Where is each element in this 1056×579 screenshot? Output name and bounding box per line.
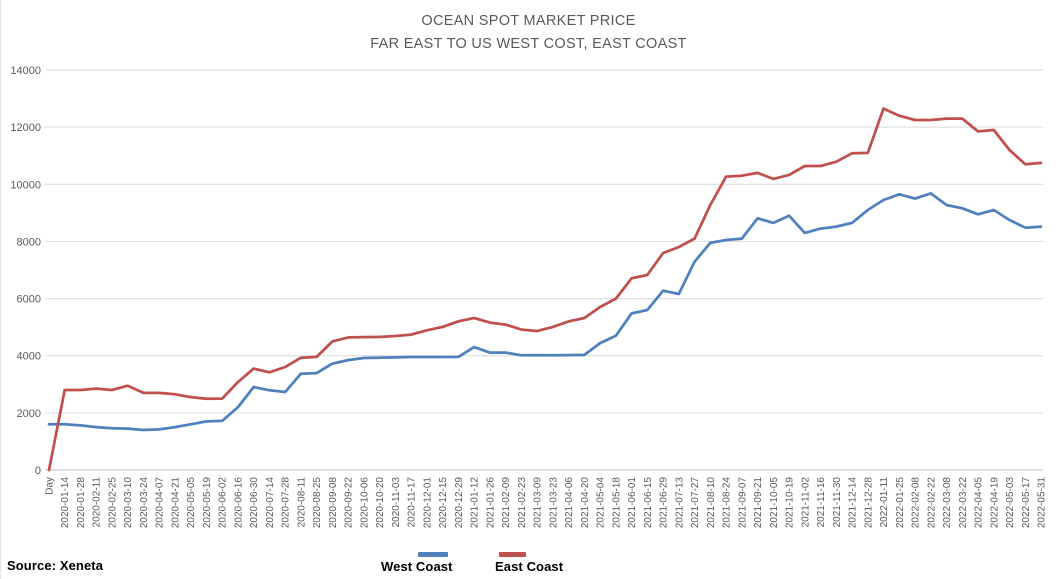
x-axis-label: 2020-01-14 [60, 477, 71, 529]
x-axis-label: 2020-08-25 [312, 477, 323, 529]
x-axis-label: 2021-06-01 [627, 477, 638, 529]
x-axis-label: 2020-01-28 [76, 477, 87, 529]
x-axis-label: 2022-04-19 [989, 477, 1000, 529]
y-axis-label: 14000 [10, 65, 41, 77]
x-axis-label: 2020-12-15 [438, 477, 449, 529]
x-axis-label: 2020-06-02 [218, 477, 229, 529]
chart-title-line2: FAR EAST TO US WEST COST, EAST COAST [370, 36, 687, 53]
x-axis-label: 2022-03-22 [958, 477, 969, 529]
legend-swatch-east-coast [499, 552, 526, 557]
x-axis-label: 2020-05-19 [202, 477, 213, 529]
series-line-west-coast[interactable] [47, 192, 1043, 432]
x-axis-label: 2021-08-10 [706, 477, 717, 529]
x-axis-label: 2020-09-22 [344, 477, 355, 529]
x-axis-label: 2021-03-09 [533, 477, 544, 529]
x-axis-label: 2021-04-06 [564, 477, 575, 529]
x-axis-label: 2020-06-16 [233, 477, 244, 529]
x-axis-label: Day [45, 477, 56, 495]
x-axis-label: 2021-07-27 [690, 477, 701, 529]
x-axis-label: 2020-02-11 [92, 477, 103, 528]
x-axis-label: 2020-03-10 [123, 477, 134, 529]
x-axis-label: 2021-06-15 [643, 477, 654, 529]
y-axis-label: 0 [35, 465, 41, 477]
x-axis-label: 2020-04-07 [155, 477, 166, 529]
x-axis-label: 2022-04-05 [974, 477, 985, 529]
x-axis-label: 2021-09-07 [737, 477, 748, 529]
x-axis-label: 2022-05-17 [1021, 477, 1032, 529]
legend-swatch-west-coast [418, 552, 448, 557]
x-axis-label: 2020-05-05 [186, 477, 197, 529]
y-axis-label: 12000 [10, 122, 41, 134]
y-axis-label: 2000 [17, 408, 41, 420]
x-axis-label: 2021-10-05 [769, 477, 780, 529]
x-axis-label: 2021-01-12 [470, 477, 481, 529]
x-axis-label: 2022-02-22 [926, 477, 937, 529]
x-axis-label: 2021-04-20 [580, 477, 591, 529]
x-axis-label: 2020-10-06 [359, 477, 370, 529]
x-axis-label: 2020-12-01 [422, 477, 433, 529]
x-axis-label: 2021-03-23 [548, 477, 559, 529]
x-axis-label: 2021-05-04 [596, 477, 607, 529]
x-axis-label: 2021-02-23 [517, 477, 528, 529]
y-axis-label: 10000 [10, 179, 41, 191]
x-axis-label: 2020-07-14 [265, 477, 276, 529]
x-axis-label: 2022-01-25 [895, 477, 906, 529]
chart-title: OCEAN SPOT MARKET PRICE FAR EAST TO US W… [1, 10, 1056, 56]
x-axis-label: 2021-10-19 [785, 477, 796, 529]
x-axis-label: 2021-06-29 [659, 477, 670, 529]
y-axis-label: 6000 [17, 294, 41, 306]
x-axis-label: 2021-12-28 [863, 477, 874, 529]
x-axis-label: 2021-09-21 [753, 477, 764, 529]
x-axis-label: 2021-11-30 [832, 477, 843, 528]
chart-title-line1: OCEAN SPOT MARKET PRICE [421, 13, 636, 29]
x-axis-label: 2021-05-18 [611, 477, 622, 529]
x-axis-label: 2020-07-28 [281, 477, 292, 529]
y-axis-label: 8000 [17, 236, 41, 248]
x-axis-label: 2020-12-29 [454, 477, 465, 529]
x-axis-label: 2022-03-08 [942, 477, 953, 529]
y-axis-label: 4000 [17, 351, 41, 363]
x-axis-label: 2022-05-31 [1037, 477, 1048, 529]
x-axis-label: 2021-08-24 [722, 477, 733, 529]
x-axis-label: 2020-09-08 [328, 477, 339, 529]
x-axis-label: 2020-06-30 [249, 477, 260, 529]
x-axis-label: 2022-01-11 [879, 477, 890, 528]
x-axis-label: 2021-11-16 [816, 477, 827, 528]
x-axis-label: 2020-03-24 [139, 477, 150, 529]
x-axis-label: 2021-02-09 [501, 477, 512, 529]
x-axis-label: 2021-07-13 [674, 477, 685, 529]
x-axis-label: 2020-11-17 [407, 477, 418, 528]
legend-item-west-coast[interactable]: West Coast [381, 559, 453, 574]
x-axis-label: 2020-02-25 [107, 477, 118, 529]
x-axis-label: 2020-10-20 [375, 477, 386, 529]
x-axis-label: 2021-11-02 [800, 477, 811, 528]
legend-item-east-coast[interactable]: East Coast [495, 559, 564, 574]
series-line-east-coast[interactable] [47, 107, 1043, 472]
x-axis-label: 2020-11-03 [391, 477, 402, 528]
x-axis-label: 2022-05-03 [1005, 477, 1016, 529]
x-axis-label: 2021-01-26 [485, 477, 496, 529]
x-axis-label: 2020-08-11 [296, 477, 307, 528]
x-axis-label: 2021-12-14 [848, 477, 859, 529]
x-axis-label: 2022-02-08 [911, 477, 922, 529]
x-axis-label: 2020-04-21 [170, 477, 181, 529]
source-note: Source: Xeneta [7, 558, 104, 573]
